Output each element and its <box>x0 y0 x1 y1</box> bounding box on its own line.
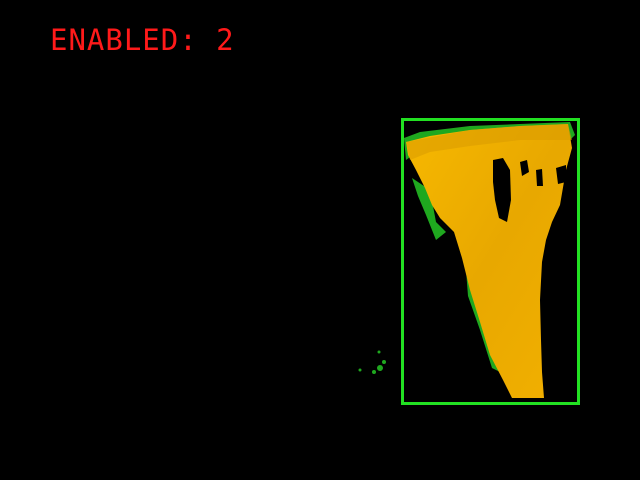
enabled-status-label: ENABLED: 2 <box>50 20 235 60</box>
detected-object <box>406 124 572 398</box>
enabled-count: 2 <box>216 23 235 57</box>
detection-bounding-box <box>401 118 580 405</box>
enabled-label: ENABLED: <box>50 23 198 57</box>
